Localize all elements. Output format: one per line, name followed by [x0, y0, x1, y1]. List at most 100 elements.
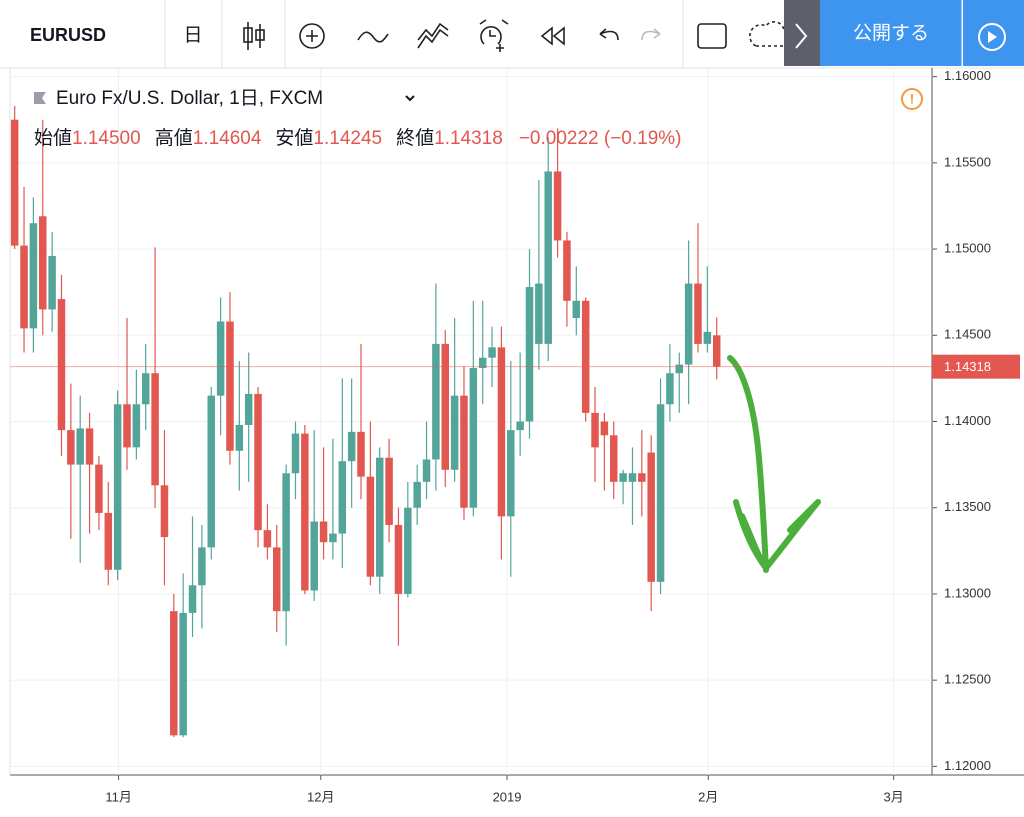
indicators-button[interactable]: [357, 31, 389, 43]
undo-button[interactable]: [599, 28, 619, 41]
candle-body: [628, 473, 637, 482]
candle-body: [207, 395, 215, 548]
candle-body: [488, 347, 496, 358]
y-tick-label: 1.15000: [944, 240, 991, 255]
candle-body: [20, 245, 28, 329]
y-tick-label: 1.16000: [944, 68, 991, 83]
candle-body: [375, 457, 384, 577]
icon: [795, 23, 808, 49]
chart-title: Euro Fx/U.S. Dollar, 1日, FXCM: [56, 88, 323, 109]
icon: [299, 23, 325, 49]
compare-button[interactable]: [417, 22, 449, 49]
y-tick-label: 1.12000: [944, 758, 991, 773]
scroll-button[interactable]: [784, 0, 820, 66]
candle-body: [404, 507, 412, 594]
legend-text: 1.14245: [313, 128, 382, 149]
candle-body: [563, 240, 571, 301]
candle-body: [638, 473, 646, 482]
candle-body: [160, 485, 169, 538]
candle-body: [581, 300, 590, 413]
candle-body: [432, 343, 440, 460]
candle-body: [329, 533, 337, 543]
y-tick-label: 1.14000: [944, 413, 991, 428]
alert-button[interactable]: [479, 19, 509, 52]
last-price-label: 1.14318: [944, 359, 991, 374]
candle-body: [85, 428, 94, 465]
candle-body: [170, 611, 178, 736]
indicator-add-button[interactable]: [299, 23, 325, 49]
candle-body: [544, 171, 552, 344]
candle-body: [67, 430, 75, 465]
candle-body: [48, 255, 56, 310]
icon: [306, 30, 318, 42]
x-tick-label: 11月: [105, 789, 132, 804]
candle-body: [226, 321, 234, 451]
candle-body: [684, 283, 693, 365]
icon: [243, 27, 253, 43]
candle-body: [301, 433, 309, 591]
symbol-button[interactable]: EURUSD: [30, 25, 106, 45]
candle-body: [254, 393, 262, 531]
candle-body: [675, 364, 684, 374]
candle-body: [104, 512, 113, 570]
x-tick-label: 2019: [493, 789, 522, 804]
y-tick-label: 1.12500: [944, 672, 991, 687]
candle-body: [95, 464, 103, 513]
icon: [988, 31, 997, 43]
candle-body: [712, 335, 721, 367]
candle-body: [572, 300, 581, 319]
icon: [978, 23, 1006, 51]
annotation-arrow: [727, 355, 821, 573]
layout-button[interactable]: [697, 23, 727, 49]
candle-body: [525, 286, 534, 422]
candle-body: [535, 283, 543, 344]
candle-body: [57, 299, 66, 431]
candle-body: [244, 393, 253, 425]
candle-body: [703, 331, 712, 344]
candle-body: [76, 428, 84, 465]
play-button[interactable]: [963, 0, 1024, 66]
warning-mark: !: [910, 91, 915, 107]
candle-body: [469, 368, 478, 508]
redo-button[interactable]: [641, 28, 661, 41]
candle-body: [39, 216, 47, 310]
candle-body: [394, 524, 403, 594]
candle-body: [366, 476, 375, 577]
y-tick-label: 1.14500: [944, 327, 991, 342]
candle-body: [516, 421, 524, 431]
x-tick-label: 2月: [698, 789, 718, 804]
flag-icon[interactable]: [34, 92, 46, 104]
y-tick-label: 1.13000: [944, 585, 991, 600]
ohlc-legend: 始値1.14500 高値1.14604 安値1.14245 終値1.14318 −0.0…: [34, 127, 682, 149]
candle-body: [460, 395, 468, 508]
candle-body: [179, 612, 187, 736]
candle-body: [10, 119, 19, 246]
legend-text: 始値: [34, 127, 72, 149]
replay-button[interactable]: [540, 26, 565, 46]
candle-body: [141, 373, 150, 405]
candle-body: [216, 321, 225, 396]
candle-body: [413, 481, 421, 508]
legend-text: −0.00222 (−0.19%): [519, 128, 682, 149]
candle-type-button[interactable]: [243, 22, 265, 50]
candle-body: [123, 404, 131, 448]
symbol-dropdown[interactable]: [405, 95, 415, 102]
x-tick-label: 3月: [884, 789, 904, 804]
warning-icon[interactable]: [901, 88, 923, 110]
candle-body: [694, 283, 702, 344]
candle-body: [507, 430, 515, 517]
candle-body: [497, 347, 506, 517]
legend-text: 1.14604: [193, 128, 262, 149]
last-price-box: [932, 354, 1020, 379]
candle-body: [591, 412, 599, 448]
legend-text: 1.14318: [434, 128, 503, 149]
candle-body: [347, 431, 356, 462]
interval-button[interactable]: 日: [183, 25, 202, 46]
candle-body: [478, 357, 487, 369]
candle-body: [619, 473, 627, 482]
candle-body: [656, 404, 665, 582]
legend-text: 安値: [275, 127, 313, 149]
candle-body: [600, 421, 609, 436]
publish-button[interactable]: [820, 0, 962, 66]
